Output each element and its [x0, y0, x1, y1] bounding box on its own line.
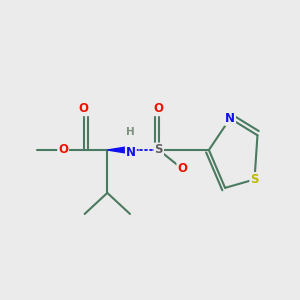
Polygon shape — [107, 146, 131, 154]
Text: N: N — [126, 146, 136, 159]
Text: O: O — [79, 102, 89, 115]
Text: O: O — [154, 102, 164, 115]
Text: H: H — [127, 127, 135, 137]
Text: S: S — [250, 173, 259, 186]
Text: S: S — [154, 143, 163, 157]
Text: O: O — [58, 143, 68, 157]
Text: N: N — [225, 112, 235, 125]
Text: O: O — [177, 162, 188, 176]
